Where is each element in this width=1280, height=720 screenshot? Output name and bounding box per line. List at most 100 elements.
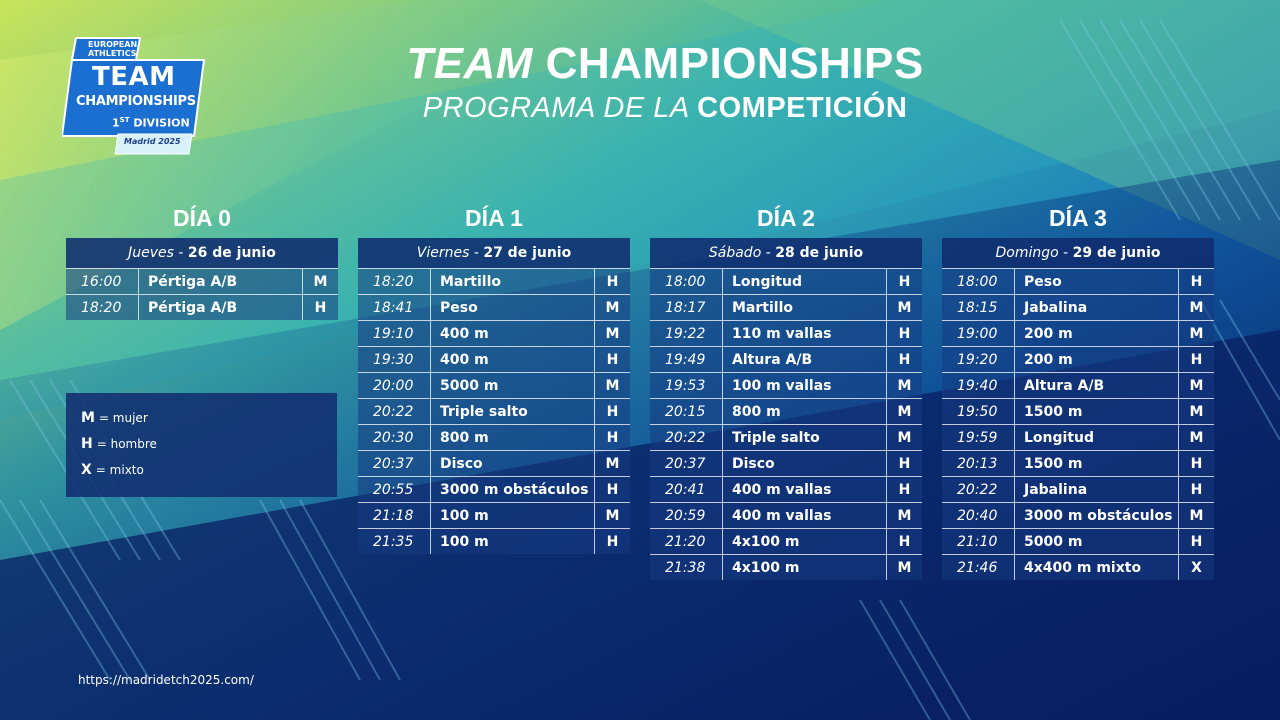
event-category: H (1178, 269, 1214, 294)
event-category: M (886, 399, 922, 424)
event-time: 21:10 (942, 529, 1015, 554)
event-time: 20:37 (650, 451, 723, 476)
event-time: 19:50 (942, 399, 1015, 424)
schedule-row: 21:20 4x100 m H (650, 528, 922, 554)
event-time: 19:30 (358, 347, 431, 372)
schedule-row: 21:46 4x400 m mixto X (942, 554, 1214, 580)
event-category: H (1178, 529, 1214, 554)
event-name: Disco (732, 456, 775, 472)
legend: M = mujer H = hombre X = mixto (66, 393, 337, 497)
event-time: 20:37 (358, 451, 431, 476)
event-category: H (302, 295, 338, 320)
event-category: M (594, 295, 630, 320)
date-separator: - (1058, 245, 1073, 261)
event-name: 100 m vallas (732, 378, 832, 394)
schedule-row: 20:13 1500 m H (942, 450, 1214, 476)
event-time: 20:55 (358, 477, 431, 502)
schedule-row: 20:37 Disco H (650, 450, 922, 476)
event-name: Jabalina (1024, 482, 1088, 498)
event-category: H (1178, 347, 1214, 372)
event-time: 18:20 (358, 269, 431, 294)
event-name: 100 m (440, 508, 489, 524)
day-date-header: Viernes - 27 de junio (358, 238, 630, 268)
page-title: TEAM CHAMPIONSHIPS PROGRAMA DE LA COMPET… (380, 40, 950, 128)
schedule-row: 20:15 800 m M (650, 398, 922, 424)
schedule-row: 20:59 400 m vallas M (650, 502, 922, 528)
event-name: Jabalina (1024, 300, 1088, 316)
main-title: TEAM CHAMPIONSHIPS (406, 39, 924, 88)
date-separator: - (761, 245, 776, 261)
event-time: 21:20 (650, 529, 723, 554)
event-name: Peso (440, 300, 478, 316)
event-time: 18:00 (942, 269, 1015, 294)
date: 26 de junio (187, 245, 276, 261)
event-category: M (1178, 321, 1214, 346)
event-name: 5000 m (1024, 534, 1083, 550)
logo-brand: EUROPEAN ATHLETICS (88, 40, 138, 58)
day-0-schedule: DÍA 0 Jueves - 26 de junio 16:00 Pértiga A/… (66, 205, 338, 320)
event-name: Longitud (1024, 430, 1095, 446)
footer-url[interactable]: https://madridetch2025.com/ (78, 673, 254, 687)
event-category: M (886, 503, 922, 528)
event-name: Altura A/B (732, 352, 813, 368)
schedule-row: 20:40 3000 m obstáculos M (942, 502, 1214, 528)
event-category: M (594, 503, 630, 528)
event-time: 20:22 (358, 399, 431, 424)
schedule-row: 21:38 4x100 m M (650, 554, 922, 580)
schedule-row: 19:49 Altura A/B H (650, 346, 922, 372)
event-category: M (594, 321, 630, 346)
event-name: Pértiga A/B (148, 274, 238, 290)
date-separator: - (469, 245, 484, 261)
event-time: 21:46 (942, 555, 1015, 580)
event-name: 4x100 m (732, 534, 800, 550)
event-category: H (594, 347, 630, 372)
day-title: DÍA 3 (1049, 205, 1107, 231)
event-name: 400 m (440, 352, 489, 368)
event-category: H (594, 477, 630, 502)
day-title: DÍA 0 (173, 205, 231, 231)
schedule-row: 19:59 Longitud M (942, 424, 1214, 450)
event-name: Martillo (440, 274, 501, 290)
event-time: 18:41 (358, 295, 431, 320)
event-category: M (1178, 425, 1214, 450)
event-time: 19:10 (358, 321, 431, 346)
schedule-row: 20:41 400 m vallas H (650, 476, 922, 502)
event-name: Altura A/B (1024, 378, 1105, 394)
event-category: M (302, 269, 338, 294)
schedule-row: 20:00 5000 m M (358, 372, 630, 398)
day-title: DÍA 2 (757, 205, 815, 231)
event-category: H (594, 269, 630, 294)
schedule-row: 19:40 Altura A/B M (942, 372, 1214, 398)
event-name: 3000 m obstáculos (1024, 508, 1173, 524)
event-time: 20:22 (942, 477, 1015, 502)
event-time: 20:59 (650, 503, 723, 528)
event-time: 18:00 (650, 269, 723, 294)
schedule-row: 20:37 Disco M (358, 450, 630, 476)
event-category: H (886, 477, 922, 502)
schedule-row: 18:41 Peso M (358, 294, 630, 320)
legend-item: H = hombre (81, 436, 157, 452)
schedule-row: 20:22 Jabalina H (942, 476, 1214, 502)
subtitle: PROGRAMA DE LA COMPETICIÓN (422, 92, 908, 124)
schedule-row: 21:35 100 m H (358, 528, 630, 554)
event-time: 19:20 (942, 347, 1015, 372)
event-name: 100 m (440, 534, 489, 550)
event-name: Disco (440, 456, 483, 472)
date: 27 de junio (483, 245, 572, 261)
schedule-row: 18:00 Longitud H (650, 268, 922, 294)
event-name: 400 m vallas (732, 508, 832, 524)
event-name: Triple salto (732, 430, 820, 446)
day-date-header: Domingo - 29 de junio (942, 238, 1214, 268)
event-time: 21:18 (358, 503, 431, 528)
day-date-header: Jueves - 26 de junio (66, 238, 338, 268)
legend-item: M = mujer (81, 410, 148, 426)
event-category: H (886, 451, 922, 476)
event-name: Triple salto (440, 404, 528, 420)
event-time: 18:20 (66, 295, 139, 320)
event-name: 800 m (732, 404, 781, 420)
weekday: Jueves (128, 245, 174, 261)
event-logo: EUROPEAN ATHLETICS TEAM CHAMPIONSHIPS 1S… (62, 36, 208, 156)
event-category: M (594, 373, 630, 398)
schedule-row: 19:53 100 m vallas M (650, 372, 922, 398)
event-name: 4x100 m (732, 560, 800, 576)
